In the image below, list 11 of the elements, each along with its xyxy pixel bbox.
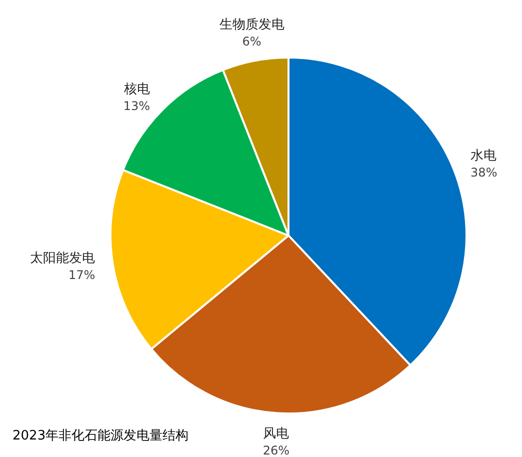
data-label: 26%	[262, 444, 290, 457]
slice-label: 核电	[123, 82, 150, 98]
slice-label: 风电	[263, 426, 290, 442]
slice-label: 生物质发电	[219, 17, 284, 32]
data-label: 6%	[242, 34, 262, 48]
data-label: 13%	[123, 99, 150, 114]
data-label: 38%	[470, 165, 498, 180]
data-label: 17%	[68, 268, 96, 282]
slice-label: 太阳能发电	[30, 251, 96, 266]
text: 2023年非化石能源发电量结构	[12, 428, 189, 444]
slice-label: 水电	[470, 148, 497, 164]
